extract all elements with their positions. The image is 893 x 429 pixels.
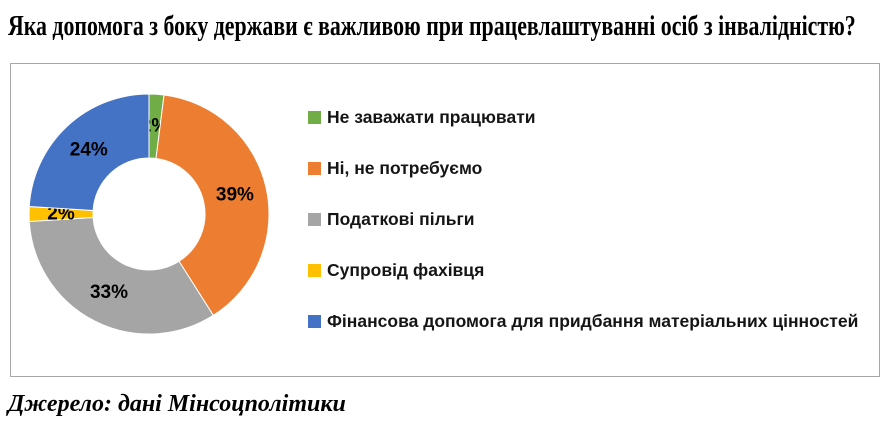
legend-item: Не заважати працювати <box>308 107 858 127</box>
donut-chart: 2%39%33%2%24% <box>28 93 270 335</box>
slice-label: 39% <box>216 184 254 205</box>
slice-label: 33% <box>90 282 128 303</box>
legend-swatch <box>308 110 321 124</box>
legend: Не заважати працювати Ні, не потребуємо По… <box>308 107 858 331</box>
legend-item: Супровід фахівця <box>308 260 858 280</box>
legend-label: Ні, не потребуємо <box>327 157 483 178</box>
legend-swatch <box>308 161 321 175</box>
legend-swatch <box>308 212 321 226</box>
chart-panel: 2% 39% 33% 2% 24% Не заважати працювати Ні, н… <box>10 63 880 377</box>
legend-item: Фінансова допомога для придбання матеріа… <box>308 311 858 331</box>
source-note: Джерело: дані Мінсоцполітики <box>8 391 346 417</box>
legend-label: Супровід фахівця <box>327 259 485 280</box>
legend-label: Податкові пільги <box>327 208 475 229</box>
slice-label: 24% <box>70 139 108 160</box>
legend-swatch <box>308 314 321 328</box>
donut-slice <box>28 216 214 335</box>
legend-label: Фінансова допомога для придбання матеріа… <box>327 310 859 331</box>
legend-label: Не заважати працювати <box>327 106 536 127</box>
page-title: Яка допомога з боку держави є важливою п… <box>8 11 856 42</box>
donut-slice <box>155 94 270 317</box>
legend-item: Податкові пільги <box>308 209 858 229</box>
legend-swatch <box>308 263 321 277</box>
legend-item: Ні, не потребуємо <box>308 158 858 178</box>
donut-slice <box>28 93 150 212</box>
